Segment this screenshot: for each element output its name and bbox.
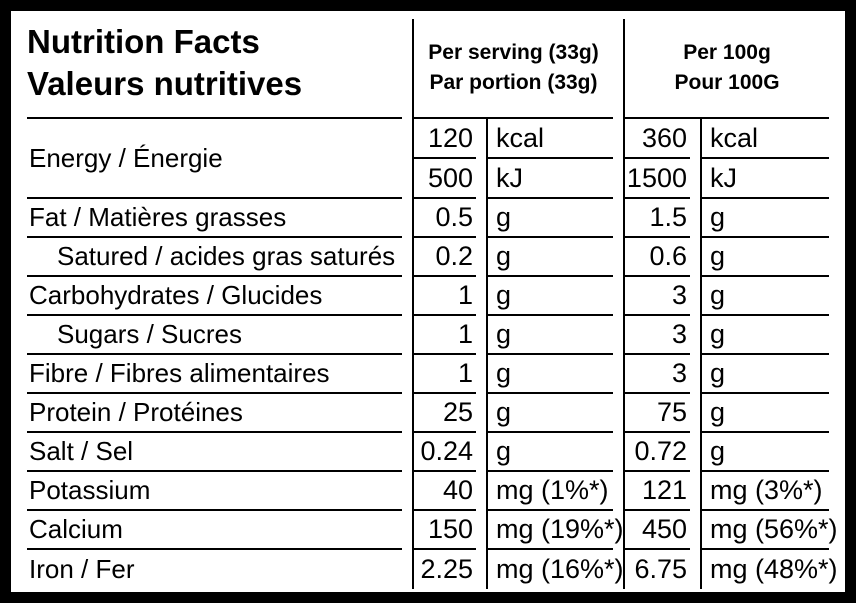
energy-kj-serving-unit: kJ: [486, 159, 613, 199]
salt-per100-unit: g: [700, 433, 830, 472]
fibre-serving-value: 1: [412, 355, 476, 394]
saturated-fat-per100-value: 0.6: [623, 238, 690, 277]
header-row: Nutrition Facts Valeurs nutritives Per s…: [27, 19, 830, 119]
energy-kj-per100-unit: kJ: [700, 159, 830, 199]
row-energy-kcal: Energy / Énergie 120 kcal 360 kcal: [27, 119, 830, 199]
col-header-per-serving-en: Per serving (33g): [428, 41, 599, 64]
row-label-calcium: Calcium: [27, 511, 402, 550]
row-carbohydrates: Carbohydrates / Glucides 1 g 3 g: [27, 277, 830, 316]
row-salt: Salt / Sel 0.24 g 0.72 g: [27, 433, 830, 472]
carbohydrates-per100-unit: g: [700, 277, 830, 316]
col-header-per-100g-en: Per 100g: [683, 41, 771, 64]
potassium-serving-unit: mg (1%*): [486, 472, 613, 511]
fat-serving-value: 0.5: [412, 199, 476, 238]
fibre-per100-value: 3: [623, 355, 690, 394]
iron-per100-value: 6.75: [623, 550, 690, 589]
iron-per100-unit: mg (48%*): [700, 550, 838, 589]
protein-per100-value: 75: [623, 394, 690, 433]
row-label-iron: Iron / Fer: [29, 554, 135, 584]
nutrition-table: Nutrition Facts Valeurs nutritives Per s…: [17, 19, 839, 589]
fat-per100-value: 1.5: [623, 199, 690, 238]
energy-kcal-per100-unit: kcal: [700, 119, 830, 159]
row-label-potassium: Potassium: [27, 472, 402, 511]
row-label-carbohydrates: Carbohydrates / Glucides: [27, 277, 402, 316]
row-potassium: Potassium 40 mg (1%*) 121 mg (3%*): [27, 472, 830, 511]
calcium-per100-value: 450: [623, 511, 690, 550]
sugars-serving-value: 1: [412, 316, 476, 355]
sugars-per100-unit: g: [700, 316, 830, 355]
potassium-per100-value: 121: [623, 472, 690, 511]
calcium-serving-unit: mg (19%*): [486, 511, 624, 550]
salt-serving-value: 0.24: [412, 433, 476, 472]
table-title: Nutrition Facts Valeurs nutritives: [27, 19, 402, 119]
salt-per100-value: 0.72: [623, 433, 690, 472]
col-header-per-100g: Per 100g Pour 100G: [623, 19, 830, 119]
salt-serving-unit: g: [486, 433, 613, 472]
row-sugars: Sugars / Sucres 1 g 3 g: [27, 316, 830, 355]
sugars-serving-unit: g: [486, 316, 613, 355]
protein-serving-value: 25: [412, 394, 476, 433]
calcium-per100-unit: mg (56%*): [700, 511, 838, 550]
energy-kcal-serving-unit: kcal: [486, 119, 613, 159]
protein-per100-unit: g: [700, 394, 830, 433]
fibre-serving-unit: g: [486, 355, 613, 394]
fat-serving-unit: g: [486, 199, 613, 238]
fat-per100-unit: g: [700, 199, 830, 238]
row-protein: Protein / Protéines 25 g 75 g: [27, 394, 830, 433]
saturated-fat-per100-unit: g: [700, 238, 830, 277]
row-label-protein: Protein / Protéines: [27, 394, 402, 433]
row-label-sugars: Sugars / Sucres: [27, 316, 402, 355]
sugars-per100-value: 3: [623, 316, 690, 355]
col-header-per-serving: Per serving (33g) Par portion (33g): [412, 19, 613, 119]
carbohydrates-serving-value: 1: [412, 277, 476, 316]
row-fibre: Fibre / Fibres alimentaires 1 g 3 g: [27, 355, 830, 394]
col-header-per-100g-fr: Pour 100G: [674, 71, 780, 94]
energy-kj-per100-value: 1500: [623, 159, 690, 199]
potassium-per100-unit: mg (3%*): [700, 472, 830, 511]
saturated-fat-serving-unit: g: [486, 238, 613, 277]
row-fat: Fat / Matières grasses 0.5 g 1.5 g: [27, 199, 830, 238]
saturated-fat-serving-value: 0.2: [412, 238, 476, 277]
potassium-serving-value: 40: [412, 472, 476, 511]
calcium-serving-value: 150: [412, 511, 476, 550]
carbohydrates-serving-unit: g: [486, 277, 613, 316]
row-label-salt: Salt / Sel: [27, 433, 402, 472]
iron-serving-value: 2.25: [412, 550, 476, 589]
row-saturated-fat: Satured / acides gras saturés 0.2 g 0.6 …: [27, 238, 830, 277]
energy-kcal-serving-value: 120: [412, 119, 476, 159]
table-title-fr: Valeurs nutritives: [27, 65, 303, 102]
fibre-per100-unit: g: [700, 355, 830, 394]
row-label-saturated-fat: Satured / acides gras saturés: [27, 238, 402, 277]
row-label-fat: Fat / Matières grasses: [27, 199, 402, 238]
col-header-per-serving-fr: Par portion (33g): [429, 71, 598, 94]
row-label-energy: Energy / Énergie: [27, 119, 402, 199]
row-energy-kj: 500 kJ 1500 kJ: [27, 159, 830, 199]
table-title-en: Nutrition Facts: [27, 23, 260, 60]
iron-serving-unit: mg (16%*): [486, 550, 624, 589]
row-calcium: Calcium 150 mg (19%*) 450 mg (56%*): [27, 511, 838, 550]
energy-kcal-per100-value: 360: [623, 119, 690, 159]
carbohydrates-per100-value: 3: [623, 277, 690, 316]
row-label-fibre: Fibre / Fibres alimentaires: [27, 355, 402, 394]
row-iron: Iron / Fer 2.25 mg (16%*) 6.75 mg (48%*): [27, 550, 838, 589]
protein-serving-unit: g: [486, 394, 613, 433]
energy-kj-serving-value: 500: [412, 159, 476, 199]
